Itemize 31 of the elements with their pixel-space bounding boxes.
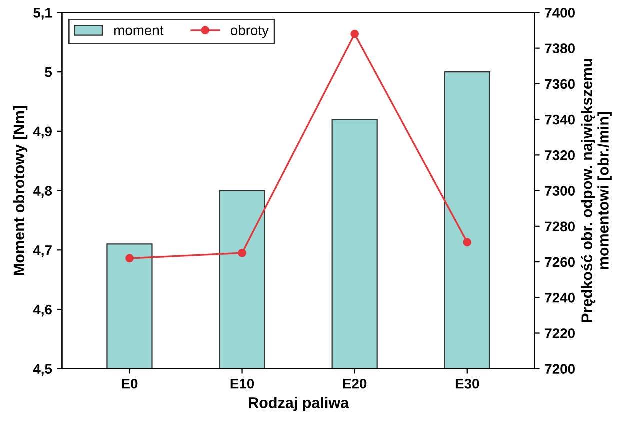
y2-tick-label: 7220: [545, 328, 575, 338]
y2-tick-label: 7260: [545, 257, 575, 268]
legend-label: obroty: [231, 25, 269, 38]
y2-tick-label: 7340: [545, 114, 575, 125]
y2-tick-label: 7400: [545, 8, 575, 18]
y-axis-title: Moment obrotowy [Nm]: [13, 106, 28, 276]
point: [350, 30, 360, 38]
point: [238, 248, 246, 258]
y2-tick-label: 7200: [545, 364, 575, 374]
legend-label: moment: [114, 26, 164, 36]
x-tick-label: E0: [122, 378, 138, 389]
point: [463, 238, 472, 247]
y2-tick-label: 7300: [545, 186, 575, 196]
point: [126, 254, 134, 263]
y2-tick-label: 7240: [545, 292, 575, 303]
x-tick-label: E10: [230, 378, 254, 389]
y-tick-label: 4,6: [33, 304, 52, 317]
y-tick-label: 4,7: [33, 246, 52, 258]
y2-tick-label: 7360: [545, 79, 575, 90]
y-tick-label: 4,5: [33, 364, 52, 376]
y-tick-label: 5,1: [34, 8, 52, 20]
x-tick-label: E30: [456, 378, 480, 389]
x-tick-label: E20: [343, 378, 367, 389]
y-tick-label: 4,9: [33, 126, 52, 139]
y-tick-label: 4,8: [33, 186, 52, 198]
y2-tick-label: 7380: [545, 44, 575, 54]
x-axis-title: Rodzaj paliwa: [249, 397, 350, 412]
y2-axis-title: Prędkość obr. odpow. największemu momentowi [obr./min]: [581, 59, 612, 322]
y-tick-label: 5: [45, 68, 52, 78]
y2-tick-label: 7320: [545, 150, 575, 160]
y2-tick-label: 7280: [545, 222, 575, 232]
